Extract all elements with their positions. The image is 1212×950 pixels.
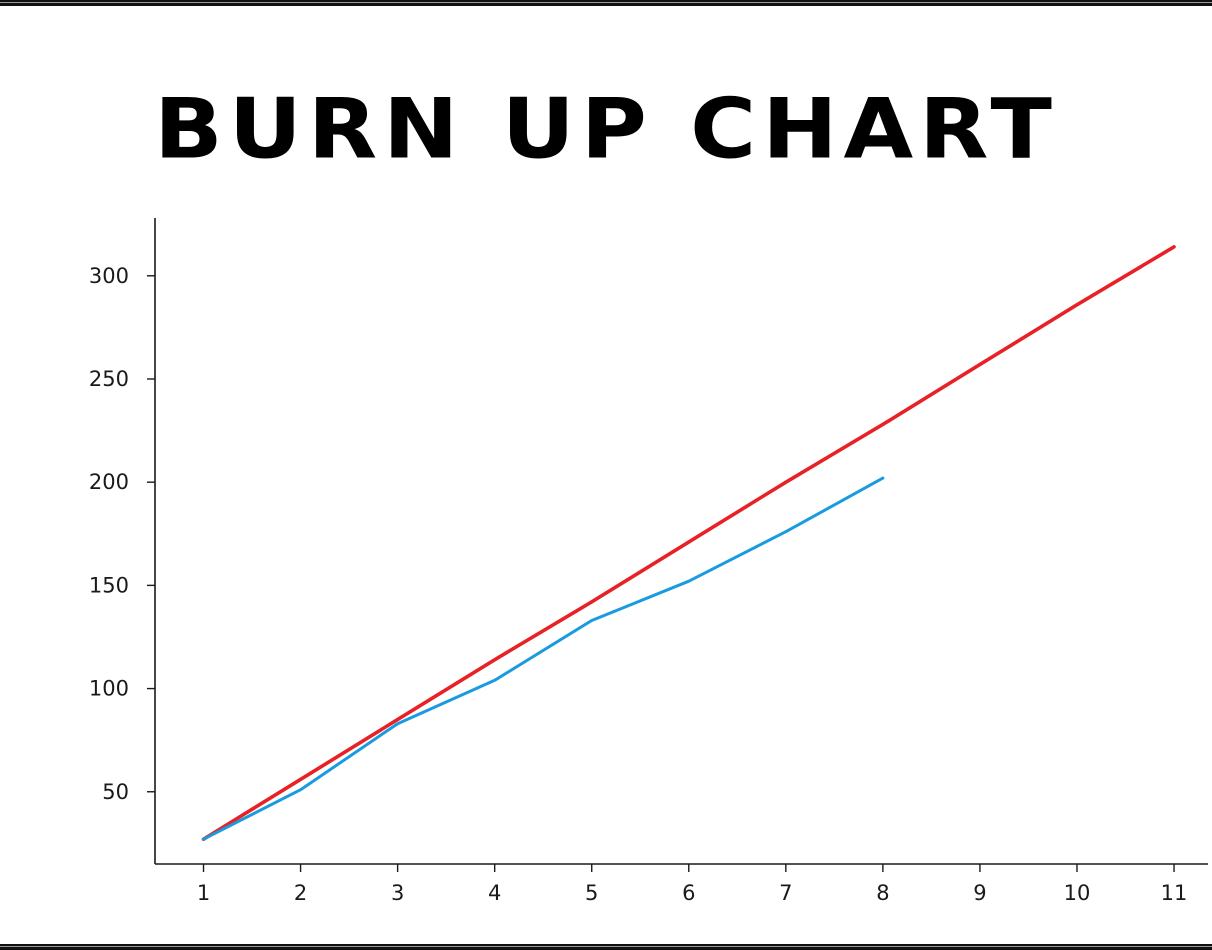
series-line-2 bbox=[201, 245, 1176, 841]
x-tick-label: 7 bbox=[779, 881, 792, 905]
tick-labels: 1 2 3 4 5 6 7 8 9 10 11 50 100 150 200 250 300 bbox=[89, 264, 1187, 905]
x-tick-label: 3 bbox=[391, 881, 404, 905]
series-lines bbox=[201, 245, 1176, 841]
top-frame-border bbox=[0, 0, 1212, 6]
bottom-frame-border bbox=[0, 944, 1212, 950]
chart-title: BURN UP CHART bbox=[154, 81, 1058, 178]
y-tick-label: 50 bbox=[102, 780, 129, 804]
y-tick-label: 150 bbox=[89, 573, 129, 597]
series-line-3 bbox=[202, 476, 885, 841]
x-tick-label: 8 bbox=[876, 881, 889, 905]
x-tick-label: 2 bbox=[294, 881, 307, 905]
y-tick-label: 100 bbox=[89, 677, 129, 701]
x-tick-label: 1 bbox=[197, 881, 210, 905]
axes bbox=[147, 218, 1208, 872]
x-tick-label: 9 bbox=[973, 881, 986, 905]
x-tick-label: 11 bbox=[1161, 881, 1188, 905]
x-tick-label: 6 bbox=[682, 881, 695, 905]
y-tick-label: 300 bbox=[89, 264, 129, 288]
y-tick-label: 250 bbox=[89, 367, 129, 391]
y-tick-label: 200 bbox=[89, 470, 129, 494]
x-tick-label: 4 bbox=[488, 881, 501, 905]
x-tick-label: 10 bbox=[1064, 881, 1091, 905]
x-tick-label: 5 bbox=[585, 881, 598, 905]
